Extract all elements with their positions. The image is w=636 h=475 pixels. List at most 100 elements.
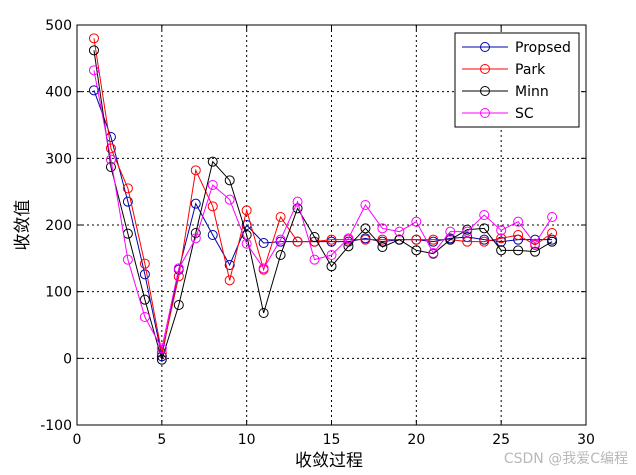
series-line-propsed <box>93 90 553 357</box>
data-point-sc <box>156 343 167 354</box>
data-point-minn <box>394 234 405 245</box>
data-point-sc <box>326 250 337 260</box>
legend-marker-park <box>480 64 490 74</box>
data-point-minn <box>343 241 354 252</box>
axes <box>76 24 587 426</box>
data-point-park <box>292 236 303 247</box>
data-point-park <box>207 201 218 212</box>
legend-label-park: Park <box>515 62 546 78</box>
data-point-propsed <box>207 230 218 240</box>
x-tick-label: 0 <box>73 432 82 448</box>
data-point-minn <box>258 308 269 318</box>
data-point-sc <box>513 216 524 227</box>
data-point-sc <box>122 254 133 265</box>
data-point-minn <box>326 261 337 272</box>
series-line-sc <box>93 70 553 350</box>
series-layer <box>88 33 558 365</box>
legend-marker-propsed <box>480 42 490 52</box>
data-point-park <box>275 212 286 222</box>
data-point-sc <box>190 233 201 244</box>
data-point-park <box>241 205 252 216</box>
data-point-park <box>496 233 507 244</box>
data-point-sc <box>496 225 507 236</box>
legend: Propsed Park Minn SC <box>454 32 580 128</box>
data-point-minn <box>411 245 422 256</box>
data-point-sc <box>462 226 473 237</box>
data-point-park <box>411 234 422 245</box>
x-axis-title: 收敛过程 <box>295 451 363 471</box>
data-point-sc <box>377 223 388 234</box>
data-point-park <box>479 236 490 247</box>
watermark: CSDN @我爱C编程 <box>504 451 628 467</box>
data-point-sc <box>241 238 252 249</box>
y-tick-label: 0 <box>63 351 72 367</box>
x-tick-label: 10 <box>238 432 256 448</box>
data-point-propsed <box>190 198 201 209</box>
data-point-minn <box>173 300 184 310</box>
data-point-propsed <box>88 85 99 96</box>
data-point-park <box>462 236 473 247</box>
data-point-minn <box>360 223 371 234</box>
data-point-sc <box>88 65 99 76</box>
data-point-park <box>513 230 524 240</box>
data-point-park <box>122 183 133 194</box>
data-point-park <box>139 258 150 269</box>
legend-marker-sc <box>480 108 490 118</box>
y-tick-label: 300 <box>45 151 72 167</box>
data-point-minn <box>445 234 456 245</box>
data-point-sc <box>224 194 235 205</box>
data-point-minn <box>139 294 150 305</box>
data-point-sc <box>360 200 371 210</box>
data-point-sc <box>411 216 422 227</box>
legend-label-propsed: Propsed <box>515 40 571 56</box>
data-point-park <box>105 143 116 154</box>
data-point-sc <box>343 233 354 244</box>
series-line-park <box>93 38 553 354</box>
y-tick-label: 100 <box>45 285 72 301</box>
data-point-sc <box>309 254 320 265</box>
legend-box <box>454 32 580 128</box>
x-tick-label: 30 <box>577 432 595 448</box>
data-point-park <box>224 275 235 286</box>
data-point-sc <box>275 234 286 245</box>
data-point-minn <box>292 203 303 214</box>
y-axis-title: 收敛值 <box>13 200 33 251</box>
data-point-minn <box>547 236 558 247</box>
data-point-sc <box>394 226 405 237</box>
data-point-sc <box>292 196 303 207</box>
data-point-park <box>326 234 337 245</box>
data-point-minn <box>377 242 388 252</box>
y-tick-label: -100 <box>40 418 72 434</box>
data-point-minn <box>224 175 235 186</box>
data-point-sc <box>479 210 490 220</box>
data-point-propsed <box>122 196 133 207</box>
data-point-minn <box>309 232 320 242</box>
data-point-park <box>88 33 99 44</box>
legend-label-minn: Minn <box>515 84 549 100</box>
y-tick-label: 400 <box>45 85 72 101</box>
data-point-minn <box>275 250 286 260</box>
data-point-sc <box>258 263 269 274</box>
data-point-minn <box>479 223 490 234</box>
data-point-sc <box>105 154 116 165</box>
x-tick-label: 5 <box>157 432 166 448</box>
data-point-minn <box>207 156 218 167</box>
data-point-sc <box>173 263 184 274</box>
x-tick-label: 25 <box>492 432 510 448</box>
x-tick-label: 15 <box>323 432 341 448</box>
legend-label-sc: SC <box>515 106 534 122</box>
series-line-minn <box>93 50 553 362</box>
data-point-sc <box>428 248 439 258</box>
data-point-minn <box>496 245 507 256</box>
legend-marker-minn <box>480 86 490 96</box>
data-point-minn <box>530 246 541 257</box>
data-point-sc <box>445 226 456 237</box>
data-point-park <box>377 234 388 245</box>
data-point-propsed <box>139 269 150 280</box>
y-tick-label: 500 <box>45 18 72 34</box>
data-point-propsed <box>258 238 269 248</box>
data-point-minn <box>88 45 99 56</box>
data-point-propsed <box>224 260 235 270</box>
